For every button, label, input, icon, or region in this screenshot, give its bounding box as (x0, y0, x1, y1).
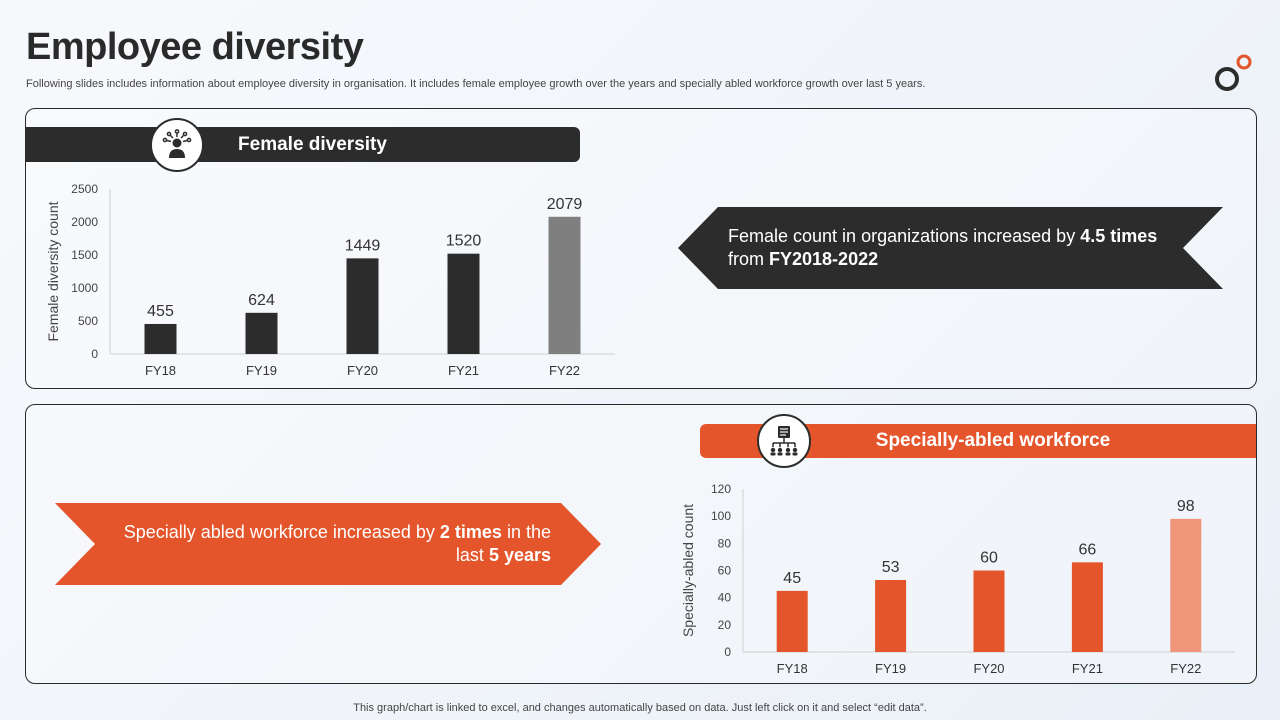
abled-chart-bar-fy22[interactable] (1170, 518, 1202, 652)
female-chart-x-tick-label: FY19 (246, 363, 277, 378)
abled-chart-x-tick-label: FY18 (777, 661, 808, 676)
abled-growth-callout: Specially abled workforce increased by 2… (55, 503, 601, 585)
abled-chart-bar-fy20[interactable] (973, 570, 1005, 653)
female-growth-callout: Female count in organizations increased … (678, 207, 1223, 289)
abled-callout-pre: Specially abled workforce increased by (123, 522, 440, 542)
female-chart-data-label: 1520 (446, 233, 482, 250)
abled-chart-x-tick-label: FY19 (875, 661, 906, 676)
abled-callout-shape (55, 503, 601, 585)
abled-chart-y-tick-label: 100 (711, 509, 731, 523)
female-chart-bar-fy18[interactable] (144, 323, 177, 354)
female-chart-bar-fy20[interactable] (346, 258, 379, 354)
female-employee-icon (150, 118, 204, 172)
female-chart-data-label: 624 (248, 292, 275, 309)
female-chart-data-label: 1449 (345, 237, 381, 254)
female-chart-y-tick-label: 1000 (71, 281, 98, 295)
female-diversity-banner: Female diversity (25, 127, 580, 162)
female-chart-y-tick-label: 0 (91, 347, 98, 361)
abled-chart-y-tick-label: 20 (718, 618, 732, 632)
abled-chart-y-tick-label: 60 (718, 564, 732, 578)
female-callout-mid: from (728, 249, 770, 269)
abled-chart-y-tick-label: 40 (718, 591, 732, 605)
abled-chart-y-tick-label: 120 (711, 482, 731, 496)
female-chart-data-label: 2079 (547, 196, 583, 213)
female-diversity-chart[interactable]: Female diversity count 0 500 1000 1500 2000 25… (40, 175, 630, 385)
abled-chart-x-tick-label: FY20 (973, 661, 1004, 676)
female-diversity-banner-label: Female diversity (238, 133, 387, 155)
female-callout-shape (678, 207, 1223, 289)
female-callout-pre: Female count in organizations increased … (728, 226, 1081, 246)
abled-chart-data-label: 60 (980, 550, 998, 567)
abled-chart-bar-fy21[interactable] (1071, 562, 1103, 652)
abled-chart-bar-fy19[interactable] (875, 580, 907, 652)
abled-chart-y-tick-label: 80 (718, 536, 732, 550)
female-chart-y-tick-label: 2000 (71, 215, 98, 229)
female-chart-bar-fy19[interactable] (245, 312, 278, 354)
abled-callout-bold2: 5 years (488, 545, 551, 565)
page-subtitle: Following slides includes information ab… (26, 78, 926, 90)
abled-chart-x-tick-label: FY21 (1072, 661, 1103, 676)
abled-chart-data-label: 66 (1079, 541, 1097, 558)
abled-chart-data-label: 53 (882, 559, 900, 576)
specially-abled-chart[interactable]: Specially-abled count 0 20 40 60 80 100 120 45 FY… (675, 475, 1250, 685)
female-chart-bar-fy21[interactable] (447, 253, 480, 354)
abled-callout-mid: in the last (455, 522, 551, 565)
abled-chart-y-axis-label: Specially-abled count (680, 504, 696, 637)
footnote: This graph/chart is linked to excel, and… (353, 702, 927, 714)
abled-chart-bar-fy18[interactable] (776, 590, 808, 652)
female-chart-bar-fy22[interactable] (548, 216, 581, 354)
workforce-hierarchy-icon (757, 414, 811, 468)
female-callout-text: Female count in organizations increased … (728, 225, 1188, 271)
female-chart-data-label: 455 (147, 303, 174, 320)
female-chart-x-tick-label: FY18 (145, 363, 176, 378)
female-chart-x-tick-label: FY20 (347, 363, 378, 378)
female-chart-y-tick-label: 1500 (71, 248, 98, 262)
female-callout-bold2: FY2018-2022 (769, 249, 879, 269)
female-chart-y-tick-label: 500 (78, 314, 98, 328)
female-chart-x-tick-label: FY21 (448, 363, 479, 378)
abled-callout-text: Specially abled workforce increased by 2… (95, 521, 551, 567)
abled-chart-data-label: 98 (1177, 498, 1195, 515)
female-chart-x-tick-label: FY22 (549, 363, 580, 378)
brand-logo-icon (1215, 54, 1252, 91)
female-callout-bold1: 4.5 times (1080, 226, 1158, 246)
abled-chart-data-label: 45 (783, 570, 801, 587)
abled-chart-x-tick-label: FY22 (1170, 661, 1201, 676)
female-chart-y-tick-label: 2500 (71, 182, 98, 196)
page-title: Employee diversity (26, 26, 364, 68)
specially-abled-banner-label: Specially-abled workforce (875, 430, 1111, 451)
abled-chart-y-tick-label: 0 (724, 645, 731, 659)
abled-callout-bold1: 2 times (439, 522, 502, 542)
female-chart-y-axis-label: Female diversity count (45, 201, 61, 341)
